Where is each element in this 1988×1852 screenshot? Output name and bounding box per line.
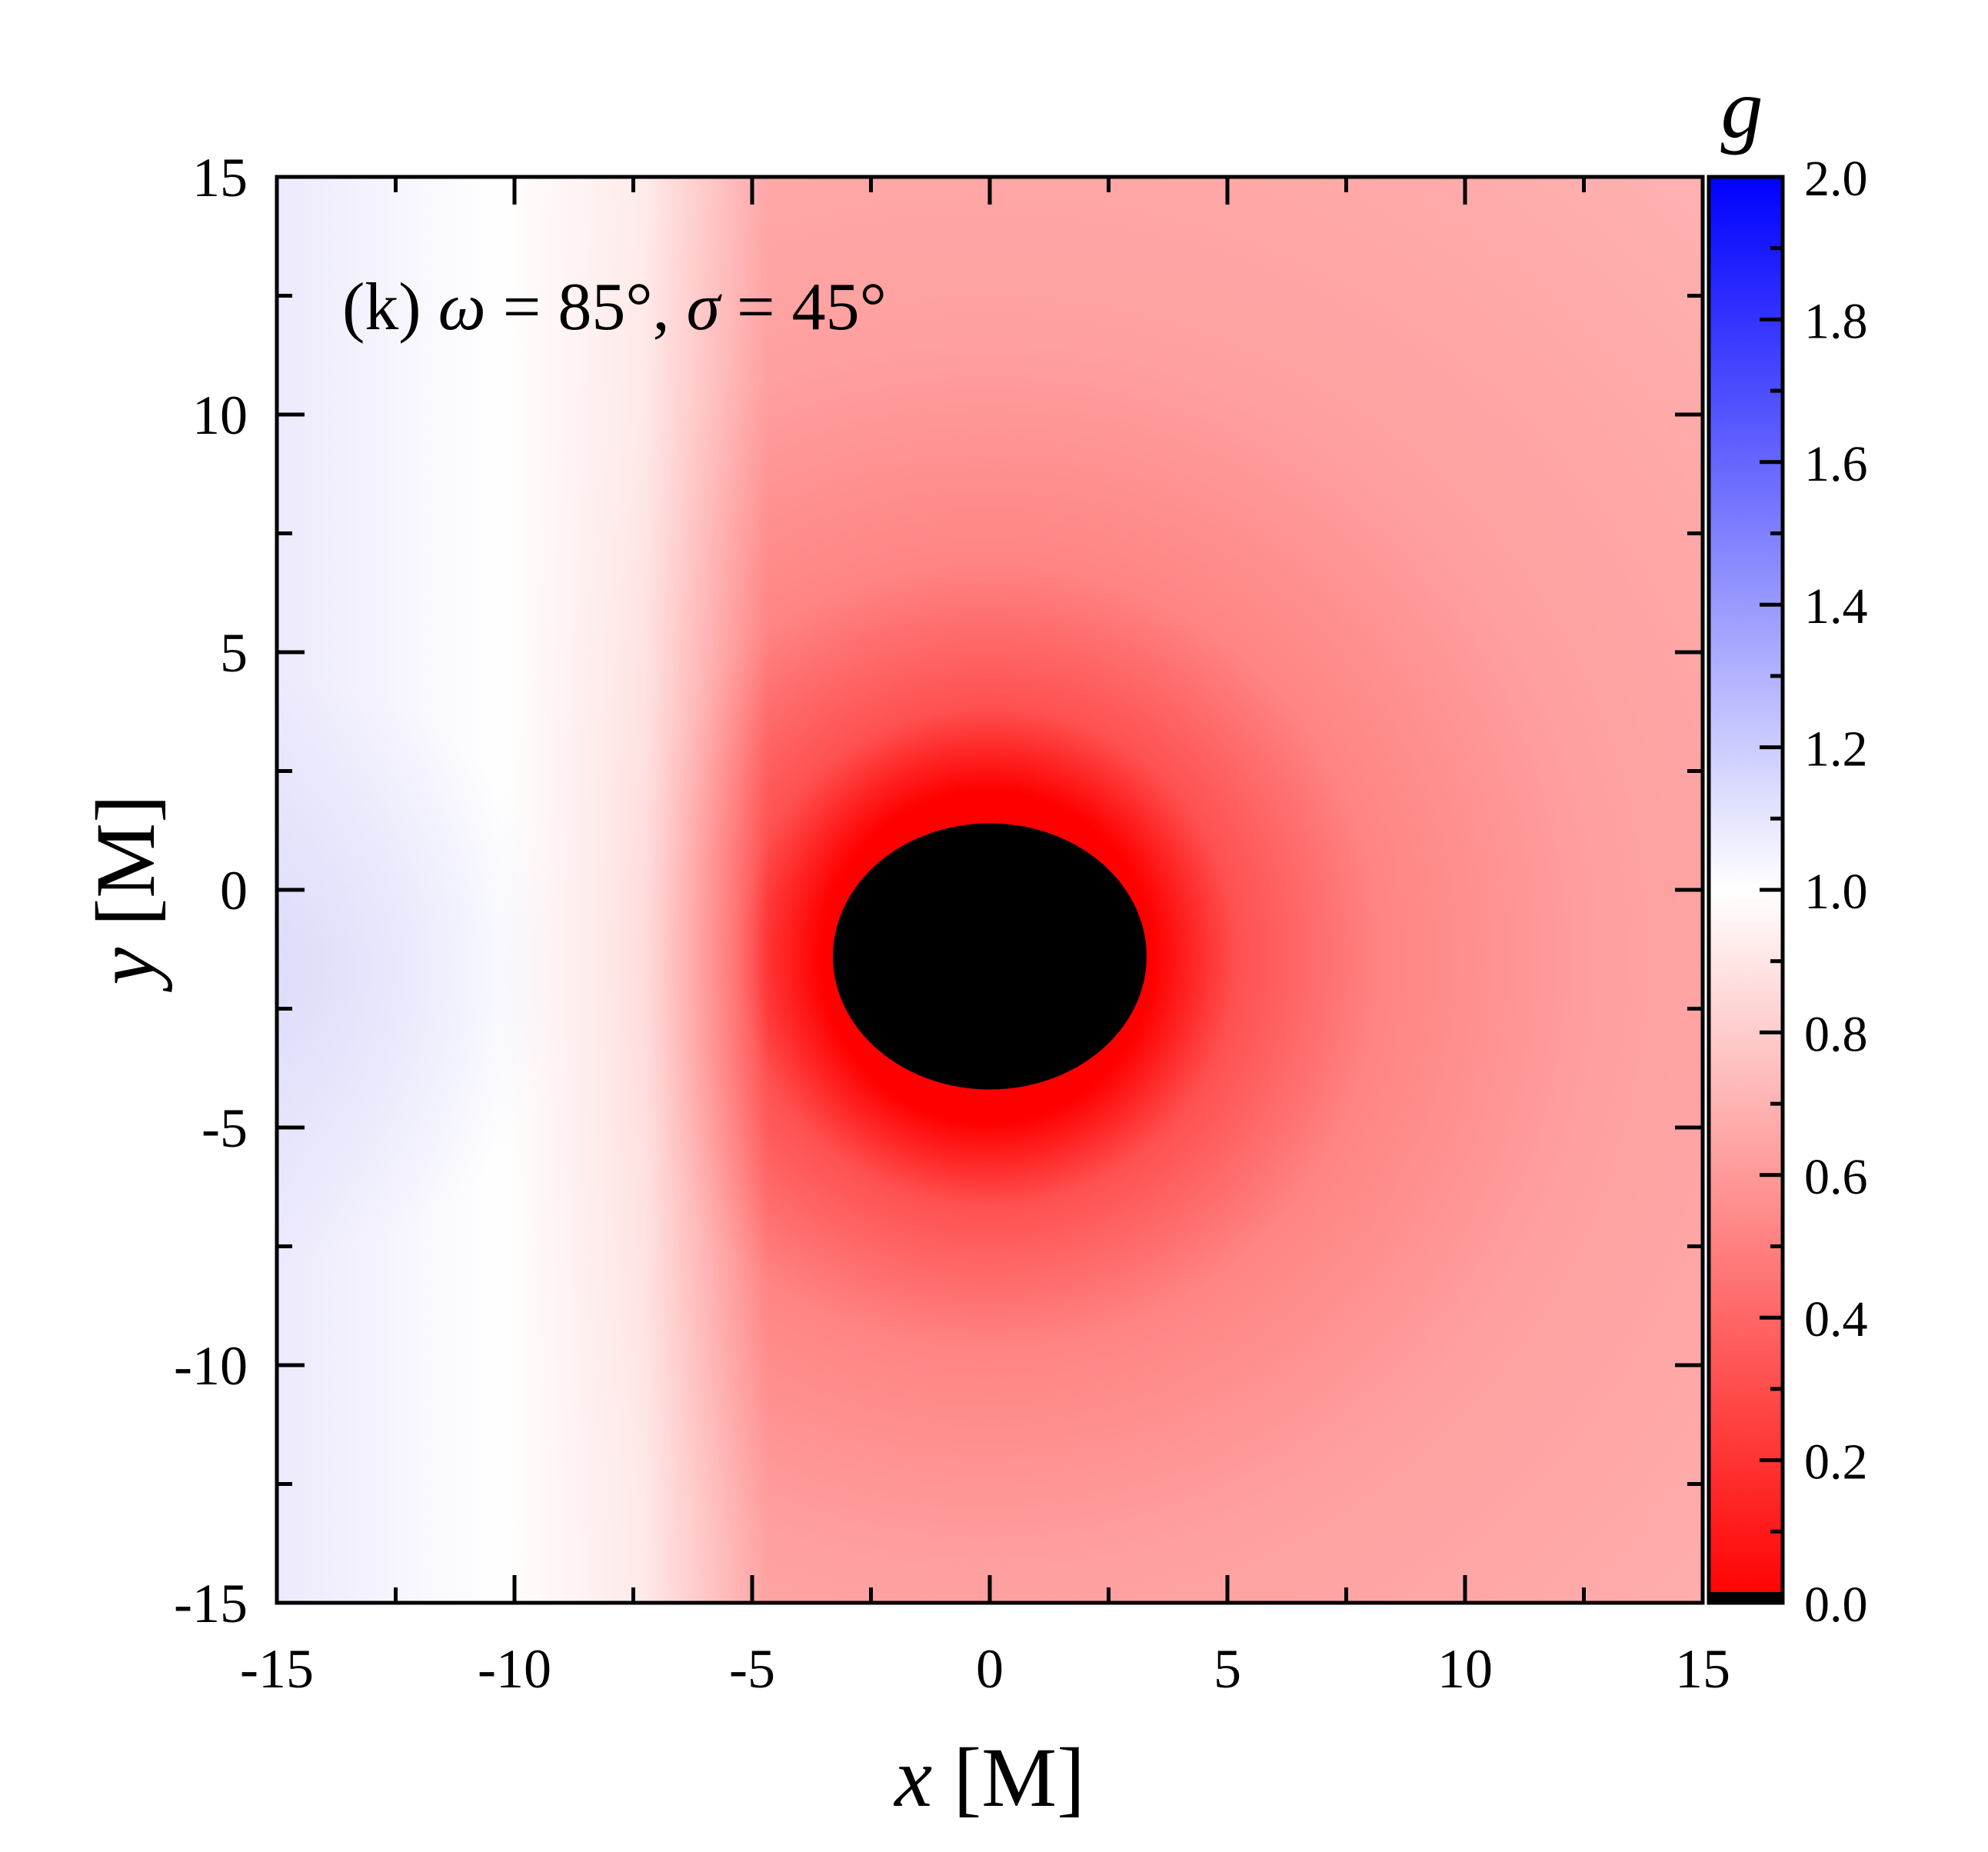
colorbar-tick-label: 0.8 — [1804, 1006, 1868, 1062]
redshift-field — [277, 177, 1703, 1603]
y-tick-labels: -15 -10 -5 0 5 10 15 — [174, 147, 248, 1634]
colorbar-tick-label: 1.6 — [1804, 436, 1868, 492]
colorbar: 0.0 0.2 0.4 0.6 0.8 1.0 1.2 1.4 1.6 1.8 2.0 g — [1707, 62, 1868, 1633]
colorbar-tick-label: 0.0 — [1804, 1577, 1868, 1633]
colorbar-tick-label: 1.4 — [1804, 578, 1868, 635]
x-tick-label: 10 — [1437, 1638, 1493, 1700]
colorbar-shadow-swatch — [1709, 1592, 1783, 1603]
x-axis-label: x [M] — [893, 1730, 1084, 1824]
panel-annotation: (k) ω = 85°, σ = 45° — [342, 270, 887, 345]
colorbar-tick-label: 1.2 — [1804, 721, 1868, 778]
colorbar-tick-label: 1.0 — [1804, 864, 1868, 920]
axis-ticks — [275, 175, 1705, 1605]
y-tick-label: 0 — [220, 860, 248, 921]
x-tick-label: 15 — [1675, 1638, 1730, 1700]
colorbar-tick-label: 0.4 — [1804, 1291, 1868, 1347]
y-tick-label: 10 — [192, 385, 248, 446]
x-tick-label: 5 — [1214, 1638, 1241, 1700]
colorbar-tick-labels: 0.0 0.2 0.4 0.6 0.8 1.0 1.2 1.4 1.6 1.8 2.0 — [1804, 151, 1868, 1633]
x-tick-labels: -15 -10 -5 0 5 10 15 — [240, 1638, 1730, 1700]
x-tick-label: -10 — [478, 1638, 551, 1700]
x-tick-label: -5 — [729, 1638, 775, 1700]
colorbar-label: g — [1721, 62, 1763, 155]
y-tick-label: 5 — [220, 622, 248, 684]
y-tick-label: -5 — [201, 1098, 248, 1159]
x-tick-label: -15 — [240, 1638, 314, 1700]
y-tick-label: -10 — [174, 1335, 248, 1397]
colorbar-tick-label: 0.2 — [1804, 1434, 1868, 1491]
y-tick-label: -15 — [174, 1573, 248, 1634]
y-tick-label: 15 — [192, 147, 248, 208]
colorbar-tick-label: 0.6 — [1804, 1149, 1868, 1205]
x-tick-label: 0 — [976, 1638, 1004, 1700]
black-hole-shadow — [833, 823, 1147, 1090]
colorbar-tick-label: 1.8 — [1804, 293, 1868, 349]
y-axis-label: y [M] — [78, 794, 172, 992]
colorbar-tick-label: 2.0 — [1804, 151, 1868, 207]
colorbar-ticks — [1760, 175, 1783, 1605]
